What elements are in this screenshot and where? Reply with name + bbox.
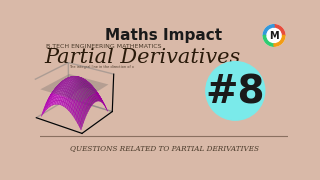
Circle shape xyxy=(206,62,265,120)
Wedge shape xyxy=(263,25,274,35)
Wedge shape xyxy=(274,35,285,46)
Circle shape xyxy=(263,25,285,46)
Text: #8: #8 xyxy=(205,73,265,111)
Text: M: M xyxy=(269,31,279,41)
Text: QUESTIONS RELATED TO PARTIAL DERIVATIVES: QUESTIONS RELATED TO PARTIAL DERIVATIVES xyxy=(69,144,259,152)
Text: The integral line in the direction of x: The integral line in the direction of x xyxy=(69,65,134,69)
Text: Partial Derivatives: Partial Derivatives xyxy=(45,48,241,67)
Text: Maths Impact: Maths Impact xyxy=(105,28,223,43)
Wedge shape xyxy=(263,35,274,46)
Wedge shape xyxy=(274,25,285,35)
Text: B.TECH ENGINEERING MATHEMATICS: B.TECH ENGINEERING MATHEMATICS xyxy=(46,44,162,49)
